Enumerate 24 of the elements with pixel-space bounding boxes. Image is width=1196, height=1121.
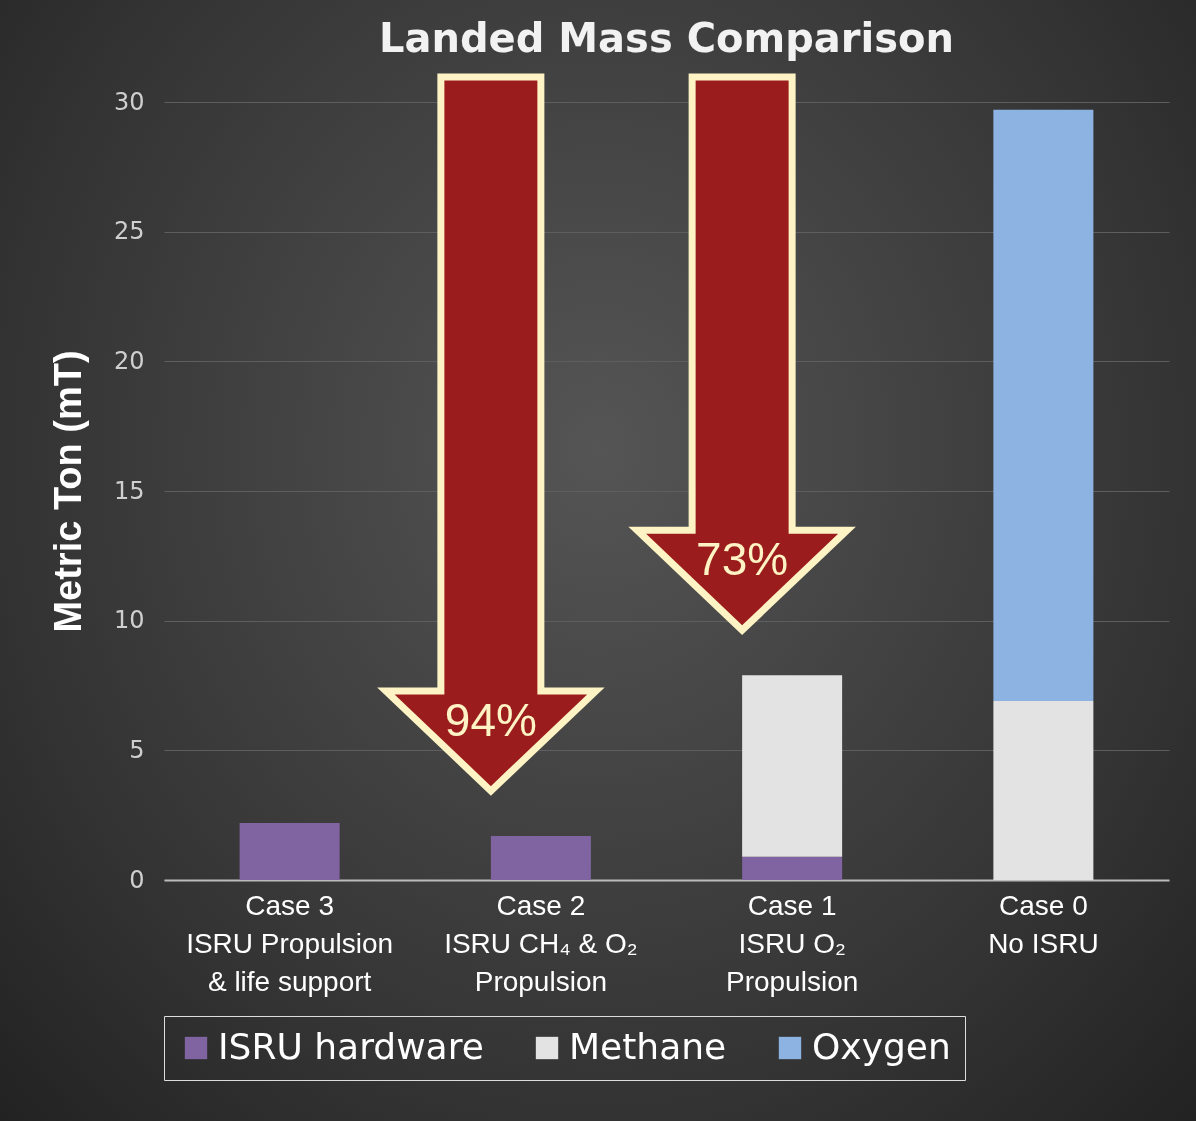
- bar: [993, 701, 1094, 880]
- x-tick-label: Case 1 ISRU O₂ Propulsion: [725, 889, 859, 997]
- y-tick-label: 25: [113, 217, 145, 246]
- bar: [742, 675, 843, 857]
- bar: [490, 835, 591, 880]
- y-axis-title: Metric Ton (mT): [46, 350, 89, 633]
- annotation: 73%: [696, 533, 789, 586]
- legend-label: Methane: [569, 1026, 727, 1067]
- x-tick-label: Case 3 ISRU Propulsion & life support: [186, 889, 394, 997]
- legend-label: Oxygen: [812, 1026, 951, 1067]
- y-tick-label: 15: [113, 476, 145, 505]
- y-tick-label: 10: [113, 606, 145, 635]
- y-tick-label: 20: [113, 346, 145, 375]
- y-tick-label: 30: [113, 87, 145, 116]
- annotation: 94%: [444, 693, 537, 746]
- bar: [239, 822, 340, 880]
- bar: [742, 856, 843, 880]
- bar: [993, 109, 1094, 702]
- y-tick-label: 5: [129, 735, 145, 764]
- legend-label: ISRU hardware: [218, 1026, 484, 1067]
- chart-title: Landed Mass Comparison: [379, 15, 954, 61]
- x-tick-label: Case 0 No ISRU: [988, 889, 1099, 959]
- y-tick-label: 0: [129, 865, 145, 894]
- x-tick-label: Case 2 ISRU CH₄ & O₂ Propulsion: [444, 889, 638, 997]
